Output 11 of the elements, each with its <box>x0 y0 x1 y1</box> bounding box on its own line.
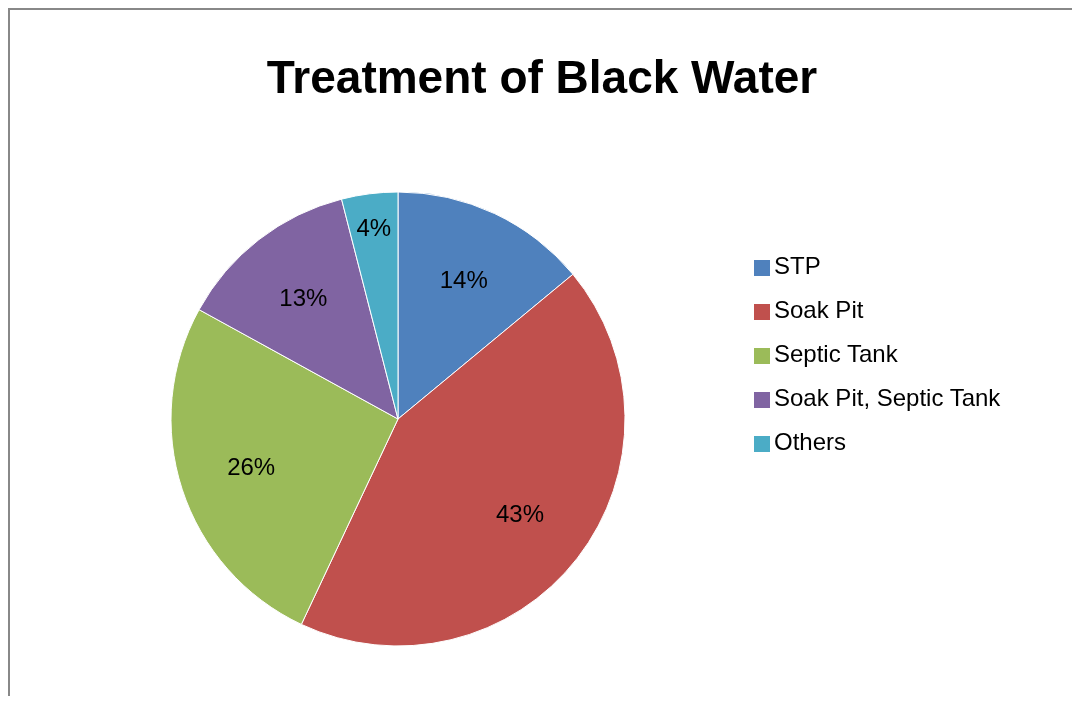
legend-label: STP <box>774 252 821 279</box>
legend-label: Septic Tank <box>774 340 898 367</box>
data-label: 26% <box>227 453 276 481</box>
data-label: 13% <box>279 283 328 311</box>
data-label: 4% <box>356 214 392 242</box>
chart-title: Treatment of Black Water <box>265 50 819 104</box>
legend-label: Soak Pit <box>774 296 864 323</box>
legend-label: Others <box>774 428 847 455</box>
data-label: 43% <box>495 500 544 528</box>
data-label: 14% <box>439 265 488 293</box>
legend-label: Soak Pit, Septic Tank <box>774 384 1001 411</box>
